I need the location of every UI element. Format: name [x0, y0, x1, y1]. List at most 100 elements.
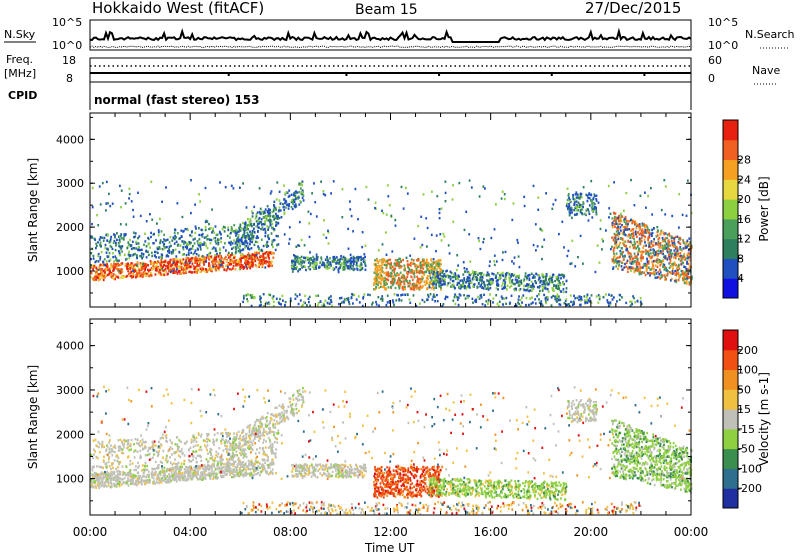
range-cell: [536, 294, 539, 298]
range-cell: [275, 234, 278, 238]
range-cell: [179, 237, 182, 240]
range-cell: [416, 269, 419, 273]
range-cell: [486, 271, 489, 274]
range-cell: [105, 479, 107, 482]
range-cell: [669, 261, 672, 265]
range-cell: [158, 478, 160, 481]
range-cell: [660, 276, 663, 279]
range-cell: [115, 244, 117, 247]
range-cell: [275, 198, 278, 201]
range-cell: [685, 267, 688, 271]
range-cell: [538, 278, 540, 281]
range-cell: [682, 241, 685, 245]
range-cell: [210, 464, 213, 467]
range-cell: [329, 261, 332, 264]
range-cell: [325, 236, 328, 239]
range-cell: [160, 261, 163, 264]
range-cell: [137, 242, 140, 245]
range-cell: [615, 243, 618, 246]
range-cell: [317, 301, 320, 305]
range-cell: [180, 235, 183, 238]
range-cell: [155, 256, 158, 259]
range-cell: [246, 232, 249, 236]
range-cell: [590, 301, 593, 304]
range-cell: [385, 231, 387, 234]
range-cell: [525, 284, 527, 288]
range-cell: [267, 244, 270, 248]
range-cell: [224, 242, 226, 245]
range-cell: [144, 468, 147, 471]
range-cell: [501, 297, 504, 300]
range-cell: [564, 299, 567, 303]
range-cell: [261, 264, 264, 267]
range-cell: [219, 264, 222, 267]
range-cell: [674, 252, 677, 255]
range-cell: [550, 296, 553, 299]
range-cell: [316, 256, 319, 259]
range-cell: [682, 239, 684, 242]
range-cell: [374, 268, 377, 272]
range-cell: [413, 288, 416, 291]
range-cell: [236, 465, 239, 468]
range-cell: [632, 246, 635, 250]
range-cell: [518, 302, 521, 306]
range-cell: [243, 235, 245, 239]
range-cell: [635, 264, 638, 267]
range-cell: [193, 270, 196, 274]
range-cell: [274, 207, 277, 210]
range-cell: [544, 283, 547, 286]
range-cell: [673, 243, 676, 246]
range-cell: [268, 237, 270, 241]
range-cell: [556, 278, 559, 281]
range-cell: [253, 462, 255, 465]
range-cell: [264, 216, 267, 219]
range-cell: [452, 285, 455, 288]
range-cell: [158, 256, 160, 259]
range-cell: [665, 247, 668, 250]
range-cell: [275, 221, 277, 224]
range-cell: [503, 297, 506, 300]
range-cell: [238, 228, 241, 232]
range-cell: [351, 260, 354, 263]
range-cell: [633, 237, 635, 241]
range-cell: [551, 207, 554, 210]
range-cell: [429, 275, 431, 278]
range-tick-label: 4000: [56, 133, 84, 146]
range-cell: [518, 274, 520, 277]
range-cell: [205, 244, 208, 248]
range-cell: [664, 266, 666, 269]
range-cell: [115, 241, 117, 245]
range-cell: [438, 217, 441, 220]
range-cell: [216, 467, 219, 470]
range-cell: [535, 272, 538, 276]
nsky-tick-bottom: 10^0: [52, 39, 82, 52]
range-cell: [312, 259, 315, 263]
range-cell: [655, 253, 658, 256]
range-cell: [644, 235, 647, 239]
range-cell: [128, 264, 131, 267]
range-cell: [554, 298, 557, 301]
range-cell: [100, 244, 102, 248]
range-cell: [273, 205, 276, 208]
range-cell: [610, 247, 612, 251]
range-cell: [635, 255, 638, 258]
range-cell: [208, 255, 210, 258]
range-cell: [134, 252, 137, 256]
range-cell: [671, 242, 674, 245]
range-cell: [175, 259, 178, 263]
range-cell: [440, 239, 443, 242]
range-cell: [276, 181, 279, 184]
range-cell: [646, 251, 649, 254]
range-cell: [265, 251, 268, 254]
range-cell: [231, 227, 233, 231]
range-cell: [229, 258, 232, 262]
range-cell: [212, 246, 215, 249]
range-cell: [452, 275, 455, 279]
range-cell: [263, 251, 266, 255]
range-cell: [525, 289, 527, 292]
range-cell: [183, 271, 186, 275]
range-cell: [192, 264, 195, 268]
freq-marker: [227, 72, 230, 76]
range-cell: [167, 250, 169, 253]
range-cell: [595, 210, 598, 213]
